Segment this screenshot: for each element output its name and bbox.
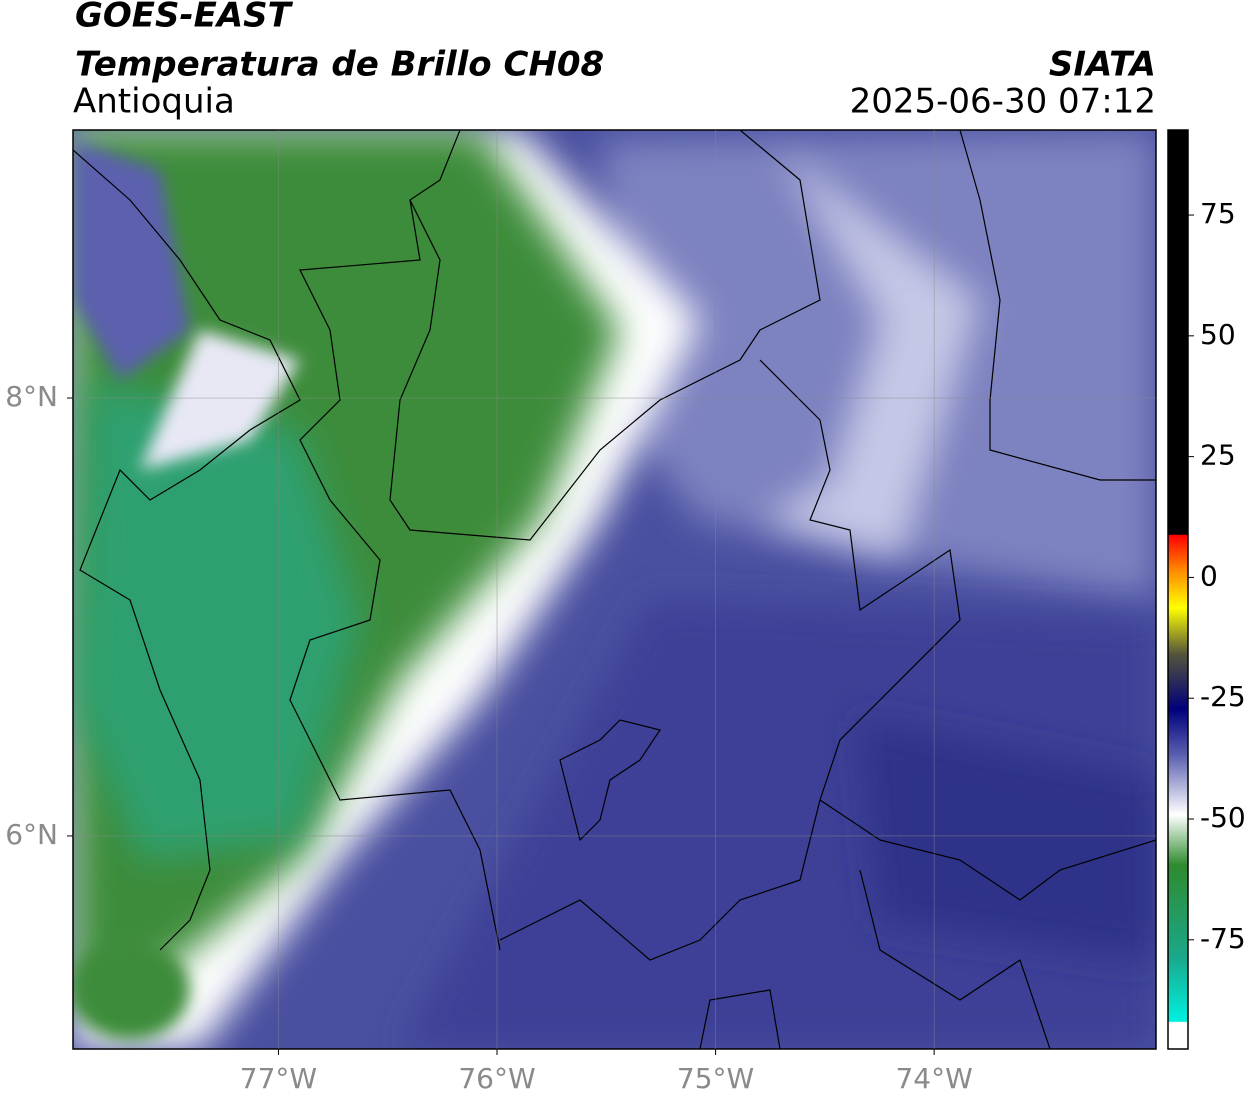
colorbar: [1167, 129, 1189, 1050]
x-tick-label: 76°W: [458, 1062, 535, 1095]
subtitle: Temperatura de Brillo CH08: [75, 45, 604, 85]
y-tick-label: 8°N: [5, 380, 58, 413]
region: Antioquia: [73, 82, 235, 122]
colorbar-tick-label: 0: [1200, 559, 1218, 592]
colorbar-tick-label: 50: [1200, 318, 1236, 351]
x-tick-label: 77°W: [240, 1062, 317, 1095]
y-tick-label: 6°N: [5, 818, 58, 851]
colorbar-tick-label: -50: [1200, 801, 1246, 834]
colorbar-tick-label: 75: [1200, 197, 1236, 230]
colorbar-tick-label: -75: [1200, 922, 1246, 955]
timestamp: 2025-06-30 07:12: [850, 82, 1156, 122]
x-tick-label: 74°W: [895, 1062, 972, 1095]
colorbar-tick-label: -25: [1200, 680, 1246, 713]
map-frame: [72, 129, 1157, 1050]
satellite-image: [73, 130, 1156, 1049]
borders: [73, 130, 1156, 1049]
colorbar-tick-label: 25: [1200, 439, 1236, 472]
source: SIATA: [1049, 45, 1156, 85]
ticks: 77°W 76°W 75°W 74°W 8°N 6°N 75 50 25 0 -25 -50 -75: [5, 130, 1246, 1095]
x-tick-label: 75°W: [677, 1062, 754, 1095]
title: GOES-EAST: [75, 0, 294, 36]
